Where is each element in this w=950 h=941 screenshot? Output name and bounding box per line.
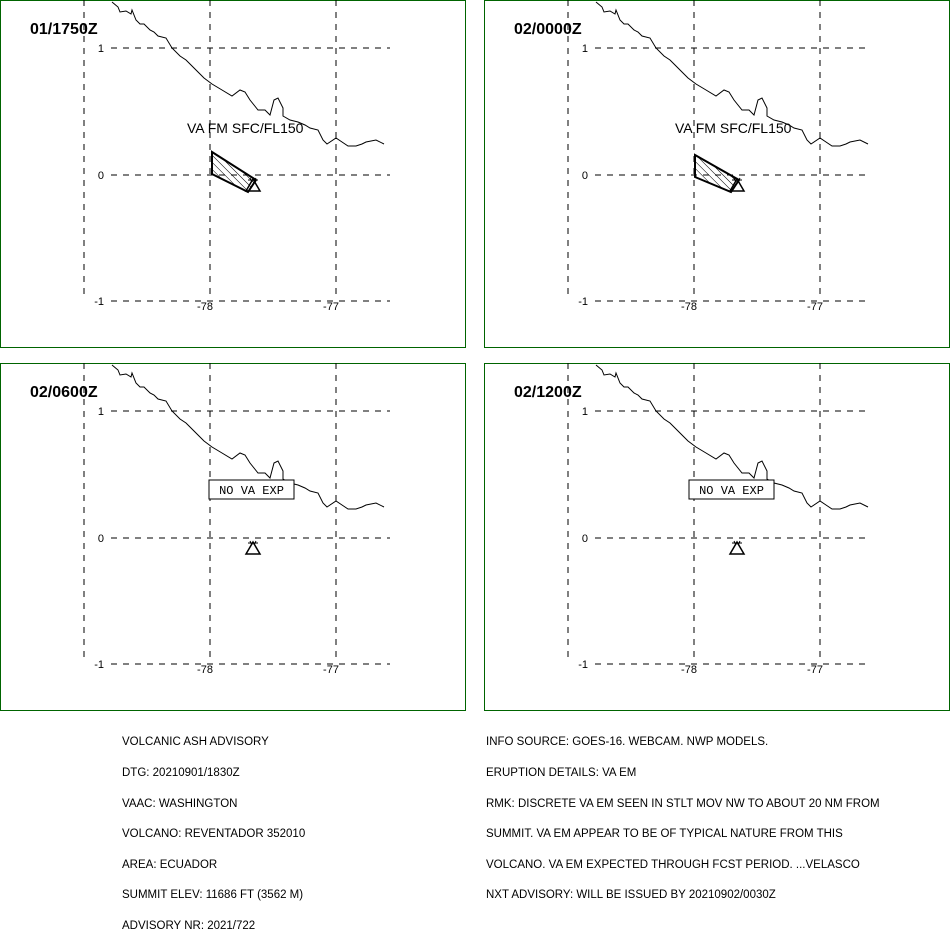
no-ash-label: NO VA EXP: [699, 484, 764, 498]
coastline: [111, 364, 385, 510]
panel-time: 02/1200Z: [514, 384, 582, 401]
lat-label-1: 1: [582, 43, 588, 55]
lon-label-minus77: -77: [323, 664, 339, 676]
panel-time: 01/1750Z: [30, 21, 98, 38]
forecast-panel-3: 1 0 -1 -78 -77 02/0600Z NO VA EXP: [0, 363, 466, 711]
map-svg: 1 0 -1 -78 -77 02/0000Z VA FM SFC/FL150: [484, 0, 950, 348]
lat-label-1: 1: [98, 43, 104, 55]
advisory-line: AREA: ECUADOR: [122, 858, 218, 871]
advisory-line: INFO SOURCE: GOES-16. WEBCAM. NWP MODELS…: [486, 736, 769, 749]
panel-frame: [484, 363, 950, 711]
volcano-triangle-icon: [244, 177, 262, 192]
coastline: [595, 364, 869, 510]
advisory-text-right: INFO SOURCE: GOES-16. WEBCAM. NWP MODELS…: [486, 717, 880, 911]
advisory-line: DTG: 20210901/1830Z: [122, 767, 240, 779]
volcano-triangle-icon: [244, 540, 262, 555]
lat-label-minus1: -1: [578, 659, 588, 671]
ash-label: VA FM SFC/FL150: [675, 120, 792, 136]
lon-label-minus78: -78: [197, 664, 213, 676]
lon-label-minus77: -77: [807, 301, 823, 313]
volcano-triangle-icon: [728, 177, 746, 192]
ash-label: VA FM SFC/FL150: [187, 120, 304, 136]
panel-time: 02/0000Z: [514, 21, 582, 38]
lat-label-minus1: -1: [94, 659, 104, 671]
map-svg: 1 0 -1 -78 -77 01/1750Z VA FM SFC/FL150: [0, 0, 466, 348]
lat-label-minus1: -1: [578, 296, 588, 308]
ash-polygon: [694, 153, 741, 194]
ash-polygon: [211, 150, 258, 194]
map-svg: 1 0 -1 -78 -77 02/0600Z NO VA EXP: [0, 363, 466, 711]
lon-label-minus77: -77: [323, 301, 339, 313]
no-ash-frame: [688, 479, 775, 500]
ash-cloud: VA FM SFC/FL150: [675, 120, 792, 194]
advisory-line: VOLCANIC ASH ADVISORY: [122, 736, 269, 749]
advisory-line: VOLCANO. VA EM EXPECTED THROUGH FCST PER…: [486, 858, 860, 871]
no-ash-label: NO VA EXP: [219, 484, 284, 498]
forecast-panel-2: 1 0 -1 -78 -77 02/0000Z VA FM SFC/FL150: [484, 0, 950, 348]
advisory-line: ADVISORY NR: 2021/722: [122, 919, 256, 932]
forecast-panel-1: 1 0 -1 -78 -77 01/1750Z VA FM SFC/FL150: [0, 0, 466, 348]
lat-label-0: 0: [582, 170, 588, 182]
advisory-line: RMK: DISCRETE VA EM SEEN IN STLT MOV NW …: [486, 797, 880, 810]
lon-label-minus77: -77: [807, 664, 823, 676]
lat-label-0: 0: [98, 170, 104, 182]
forecast-panel-4: 1 0 -1 -78 -77 02/1200Z NO VA EXP: [484, 363, 950, 711]
lat-label-minus1: -1: [94, 296, 104, 308]
graticule: [83, 0, 390, 302]
no-ash-box: NO VA EXP: [208, 479, 295, 500]
panel-frame: [0, 0, 466, 348]
lon-label-minus78: -78: [681, 664, 697, 676]
advisory-line: NXT ADVISORY: WILL BE ISSUED BY 20210902…: [486, 889, 776, 902]
lat-label-0: 0: [98, 533, 104, 545]
advisory-text-left: VOLCANIC ASH ADVISORY DTG: 20210901/1830…: [122, 717, 305, 941]
graticule: [83, 363, 390, 665]
lat-label-1: 1: [98, 406, 104, 418]
advisory-line: VOLCANO: REVENTADOR 352010: [122, 828, 306, 841]
lat-label-1: 1: [582, 406, 588, 418]
graticule: [567, 0, 868, 302]
advisory-line: VAAC: WASHINGTON: [122, 797, 238, 810]
lon-label-minus78: -78: [197, 301, 213, 313]
lon-label-minus78: -78: [681, 301, 697, 313]
no-ash-frame: [208, 479, 295, 500]
advisory-line: ERUPTION DETAILS: VA EM: [486, 767, 637, 779]
advisory-line: SUMMIT ELEV: 11686 FT (3562 M): [122, 889, 304, 902]
advisory-line: SUMMIT. VA EM APPEAR TO BE OF TYPICAL NA…: [486, 828, 843, 841]
panel-frame: [0, 363, 466, 711]
ash-cloud: VA FM SFC/FL150: [187, 120, 304, 194]
lat-label-0: 0: [582, 533, 588, 545]
graticule: [567, 363, 868, 665]
panel-time: 02/0600Z: [30, 384, 98, 401]
coastline: [595, 1, 869, 147]
map-svg: 1 0 -1 -78 -77 02/1200Z NO VA EXP: [484, 363, 950, 711]
no-ash-box: NO VA EXP: [688, 479, 775, 500]
volcano-triangle-icon: [728, 540, 746, 555]
coastline: [111, 1, 385, 147]
